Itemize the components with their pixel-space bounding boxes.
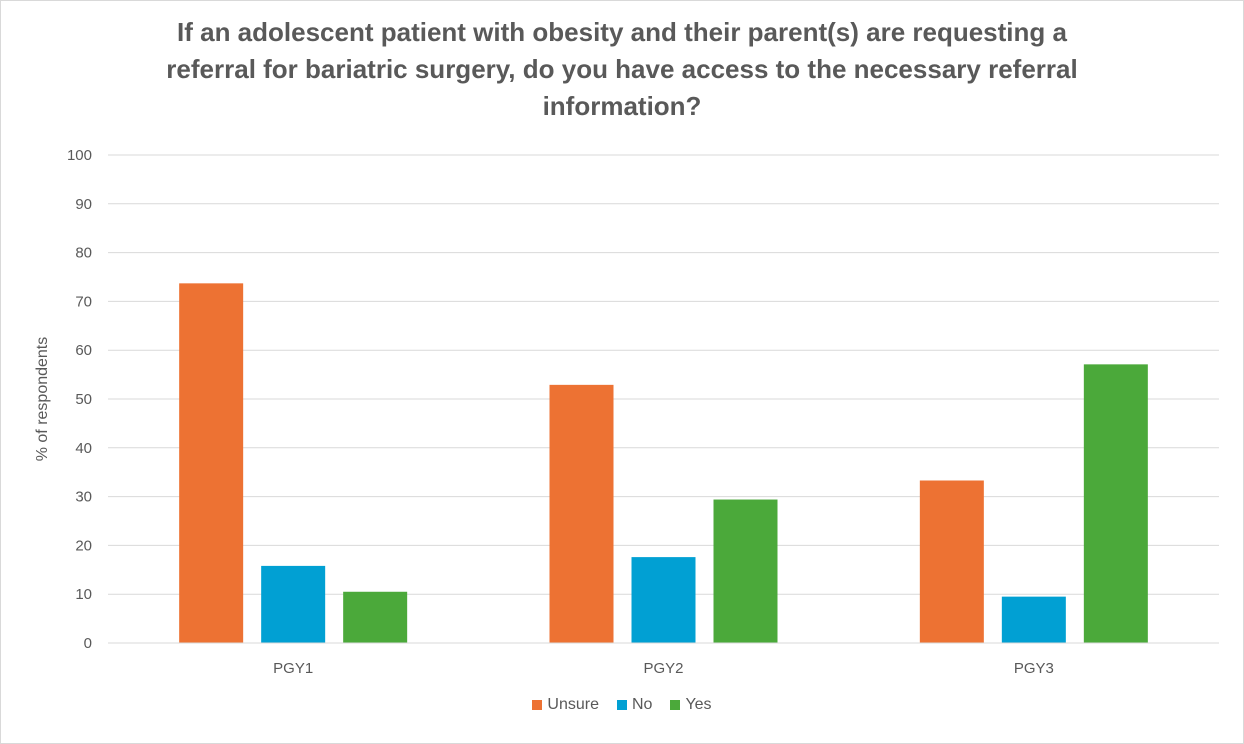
y-axis-ticks: 0 10 20 30 40 50 60 70 80 90 100	[67, 147, 92, 652]
y-tick-label: 40	[75, 440, 92, 457]
bar-yes-pgy3	[1083, 364, 1148, 643]
y-tick-label: 60	[75, 342, 92, 359]
legend-item-unsure: Unsure	[532, 696, 599, 714]
x-tick-label: PGY3	[1014, 660, 1054, 677]
bar-yes-pgy2	[713, 499, 778, 643]
y-tick-label: 30	[75, 489, 92, 506]
y-tick-label: 10	[75, 586, 92, 603]
legend-label: No	[632, 696, 653, 713]
bar-unsure-pgy3	[919, 480, 984, 643]
bar-unsure-pgy2	[549, 384, 614, 643]
bars	[179, 283, 1148, 643]
chart-title: If an adolescent patient with obesity an…	[140, 14, 1104, 125]
x-tick-label: PGY1	[273, 660, 313, 677]
y-tick-label: 70	[75, 293, 92, 310]
y-tick-label: 50	[75, 391, 92, 408]
y-tick-label: 90	[75, 196, 92, 213]
chart-title-line-2: referral for bariatric surgery, do you h…	[166, 54, 1078, 84]
bar-yes-pgy1	[343, 591, 408, 643]
y-tick-label: 80	[75, 245, 92, 262]
legend-item-no: No	[617, 696, 652, 714]
y-tick-label: 0	[84, 635, 92, 652]
chart-title-line-3: information?	[542, 91, 702, 121]
x-axis-ticks: PGY1 PGY2 PGY3	[108, 642, 1219, 677]
bar-unsure-pgy1	[179, 283, 244, 643]
y-tick-label: 100	[67, 147, 92, 164]
bar-no-pgy3	[1001, 596, 1066, 643]
legend-label: Unsure	[547, 696, 599, 713]
x-tick-label: PGY2	[643, 660, 683, 677]
chart-title-line-1: If an adolescent patient with obesity an…	[177, 17, 1067, 47]
bar-no-pgy1	[261, 565, 326, 643]
legend: Unsure No Yes	[0, 696, 1244, 714]
legend-swatch	[670, 700, 681, 710]
y-tick-label: 20	[75, 537, 92, 554]
bar-no-pgy2	[631, 557, 696, 643]
legend-item-yes: Yes	[670, 696, 712, 714]
legend-swatch	[617, 700, 627, 710]
legend-swatch	[532, 700, 543, 710]
legend-label: Yes	[685, 696, 712, 713]
y-axis-title: % of respondents	[34, 337, 51, 462]
